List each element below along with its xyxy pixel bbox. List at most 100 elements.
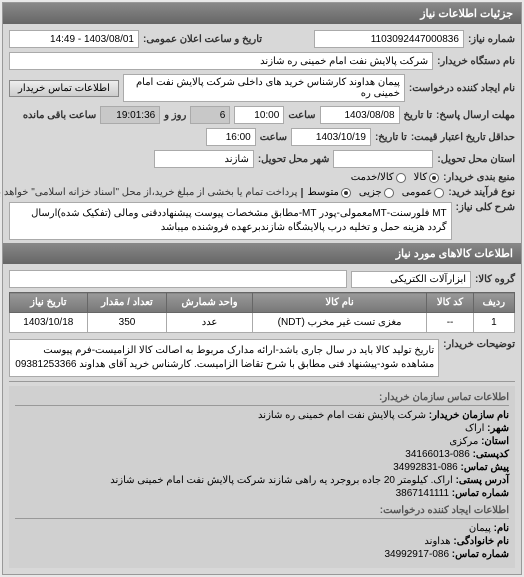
cell-code: -- — [427, 313, 473, 333]
contact-province-label: شهر: — [487, 423, 509, 434]
budget-label: منبع بندی خریدار: — [443, 172, 515, 183]
contact-city-line: استان: مرکزی — [15, 436, 509, 447]
budget-kharjdar-label: کالا/خدمت — [351, 172, 394, 183]
panel-header: جزئیات اطلاعات نیاز — [3, 3, 521, 24]
location-city-label: شهر محل تحویل: — [258, 154, 330, 165]
row-group: گروه کالا: ابزارآلات الکتریکی — [9, 270, 515, 288]
contact-org-value: شرکت پالایش نفت امام خمینی ره شازند — [258, 410, 426, 421]
remaining-label: ساعت باقی مانده — [23, 110, 96, 121]
col-date: تاریخ نیاز — [10, 293, 88, 313]
goods-table: ردیف کد کالا نام کالا واحد شمارش تعداد /… — [9, 292, 515, 333]
deadline-label: مهلت ارسال پاسخ: — [436, 110, 515, 121]
req-family-line: نام خانوادگی: هداوند — [15, 536, 509, 547]
row-request-number: شماره نیاز: 1103092447000836 تاریخ و ساع… — [9, 30, 515, 48]
days-label: روز و — [164, 110, 186, 121]
contact-postal-line: کدپستی: 34166013-086 — [15, 449, 509, 460]
location-city-field: شازند — [154, 150, 254, 168]
requester-header: اطلاعات ایجاد کننده درخواست: — [15, 505, 509, 519]
col-name: نام کالا — [252, 293, 427, 313]
type-radio-partial[interactable]: جزیی — [359, 187, 394, 198]
type-medium-label: متوسط — [307, 187, 338, 198]
contact-address-value: اراک. کیلومتر 20 جاده بروجرد یه راهی شاز… — [110, 475, 453, 486]
row-type: نوع فرآیند خرید: عمومی جزیی متوسط پرداخت… — [9, 187, 515, 198]
contact-fax-value: 3867141111 — [396, 488, 449, 499]
col-qty: تعداد / مقدار — [87, 293, 167, 313]
contact-org-line: نام سازمان خریدار: شرکت پالایش نفت امام … — [15, 410, 509, 421]
panel-title: جزئیات اطلاعات نیاز — [420, 8, 513, 20]
contact-province-value: اراک — [465, 423, 484, 434]
buyer-notes-value: تاریخ تولید کالا باید در سال جاری باشد-ا… — [15, 345, 434, 370]
location-label: استان محل تحویل: — [437, 154, 515, 165]
requester-label: نام ایجاد کننده درخواست: — [409, 83, 515, 94]
row-buyer-notes: توضیحات خریدار: تاریخ تولید کالا باید در… — [9, 339, 515, 377]
type-radio-normal[interactable]: عمومی — [402, 187, 445, 198]
days-value: 6 — [220, 110, 226, 121]
type-partial-label: جزیی — [359, 187, 382, 198]
budget-radio-kharjdar[interactable]: کالا/خدمت — [351, 172, 406, 183]
group-select[interactable]: ابزارآلات الکتریکی — [351, 271, 471, 288]
validity-date-value: 1403/10/19 — [316, 132, 366, 143]
deadline-to-label: تا تاریخ — [404, 110, 433, 121]
budget-radio-kala[interactable]: کالا — [414, 172, 440, 183]
row-buyer-org: نام دستگاه خریدار: شرکت پالایش نفت امام … — [9, 52, 515, 70]
time-label-2: ساعت — [260, 132, 287, 143]
group-extra-field — [9, 270, 347, 288]
payment-checkbox[interactable] — [301, 188, 303, 198]
deadline-date-value: 1403/08/08 — [344, 110, 394, 121]
buyer-notes-field: تاریخ تولید کالا باید در سال جاری باشد-ا… — [9, 339, 439, 377]
details-panel: جزئیات اطلاعات نیاز شماره نیاز: 11030924… — [2, 2, 522, 575]
deadline-time-field: 10:00 — [234, 106, 284, 124]
type-normal-label: عمومی — [402, 187, 433, 198]
cell-date: 1403/10/18 — [10, 313, 88, 333]
validity-to-label: تا تاریخ: — [375, 132, 407, 143]
row-budget: منبع بندی خریدار: کالا کالا/خدمت — [9, 172, 515, 183]
budget-radio-group: کالا کالا/خدمت — [351, 172, 439, 183]
desc-value: MT فلورسنت-MTمعمولی-پودر MT-مطابق مشخصات… — [31, 208, 447, 233]
deadline-time-value: 10:00 — [254, 110, 279, 121]
budget-kala-label: کالا — [414, 172, 428, 183]
buyer-contact-button[interactable]: اطلاعات تماس خریدار — [9, 80, 119, 97]
cell-unit: عدد — [167, 313, 252, 333]
request-number-field: 1103092447000836 — [314, 30, 464, 48]
validity-label: حداقل تاریخ اعتبار قیمت: — [411, 132, 515, 143]
announce-date-field: 1403/08/01 - 14:49 — [9, 30, 139, 48]
radio-icon — [429, 173, 439, 183]
req-phone-line: شماره تماس: 34992917-086 — [15, 549, 509, 560]
buyer-org-label: نام دستگاه خریدار: — [437, 56, 515, 67]
type-label: نوع فرآیند خرید: — [448, 187, 515, 198]
requester-value: پیمان هداوند کارشناس خرید های داخلی شرکت… — [128, 77, 400, 99]
contact-header: اطلاعات تماس سازمان خریدار: — [15, 392, 509, 406]
group-value: ابزارآلات الکتریکی — [390, 274, 466, 285]
desc-label: شرح کلی نیاز: — [456, 202, 515, 213]
remaining-time-value: 19:01:36 — [116, 110, 155, 121]
requester-field: پیمان هداوند کارشناس خرید های داخلی شرکت… — [123, 74, 405, 102]
request-number-label: شماره نیاز: — [468, 34, 515, 45]
radio-icon — [341, 188, 351, 198]
contact-postal-value: 34166013-086 — [405, 449, 470, 460]
type-radio-medium[interactable]: متوسط — [307, 187, 350, 198]
buyer-org-value: شرکت پالایش نفت امام خمینی ره شازند — [260, 56, 428, 67]
req-phone-label: شماره تماس: — [452, 549, 509, 560]
contact-fax-line: شماره تماس: 3867141111 — [15, 488, 509, 499]
row-description: شرح کلی نیاز: MT فلورسنت-MTمعمولی-پودر M… — [9, 202, 515, 240]
col-unit: واحد شمارش — [167, 293, 252, 313]
contact-province-line: شهر: اراک — [15, 423, 509, 434]
contact-org-label: نام سازمان خریدار: — [429, 410, 509, 421]
contact-city-label: استان: — [481, 436, 509, 447]
time-label-1: ساعت — [288, 110, 315, 121]
goods-header-text: اطلاعات کالاهای مورد نیاز — [396, 248, 513, 260]
req-name-label: نام: — [494, 523, 509, 534]
radio-icon — [396, 173, 406, 183]
req-phone-value: 34992917-086 — [385, 549, 450, 560]
desc-field: MT فلورسنت-MTمعمولی-پودر MT-مطابق مشخصات… — [9, 202, 452, 240]
validity-time-field: 16:00 — [206, 128, 256, 146]
buyer-org-field: شرکت پالایش نفت امام خمینی ره شازند — [9, 52, 433, 70]
deadline-date-field: 1403/08/08 — [320, 106, 400, 124]
row-requester: نام ایجاد کننده درخواست: پیمان هداوند کا… — [9, 74, 515, 102]
announce-date-label: تاریخ و ساعت اعلان عمومی: — [143, 34, 262, 45]
row-location: استان محل تحویل: شهر محل تحویل: شازند — [9, 150, 515, 168]
contact-section: اطلاعات تماس سازمان خریدار: نام سازمان خ… — [9, 386, 515, 568]
goods-header: اطلاعات کالاهای مورد نیاز — [3, 243, 521, 264]
validity-date-field: 1403/10/19 — [291, 128, 371, 146]
cell-name: مغزی تست غیر مخرب (NDT) — [252, 313, 427, 333]
